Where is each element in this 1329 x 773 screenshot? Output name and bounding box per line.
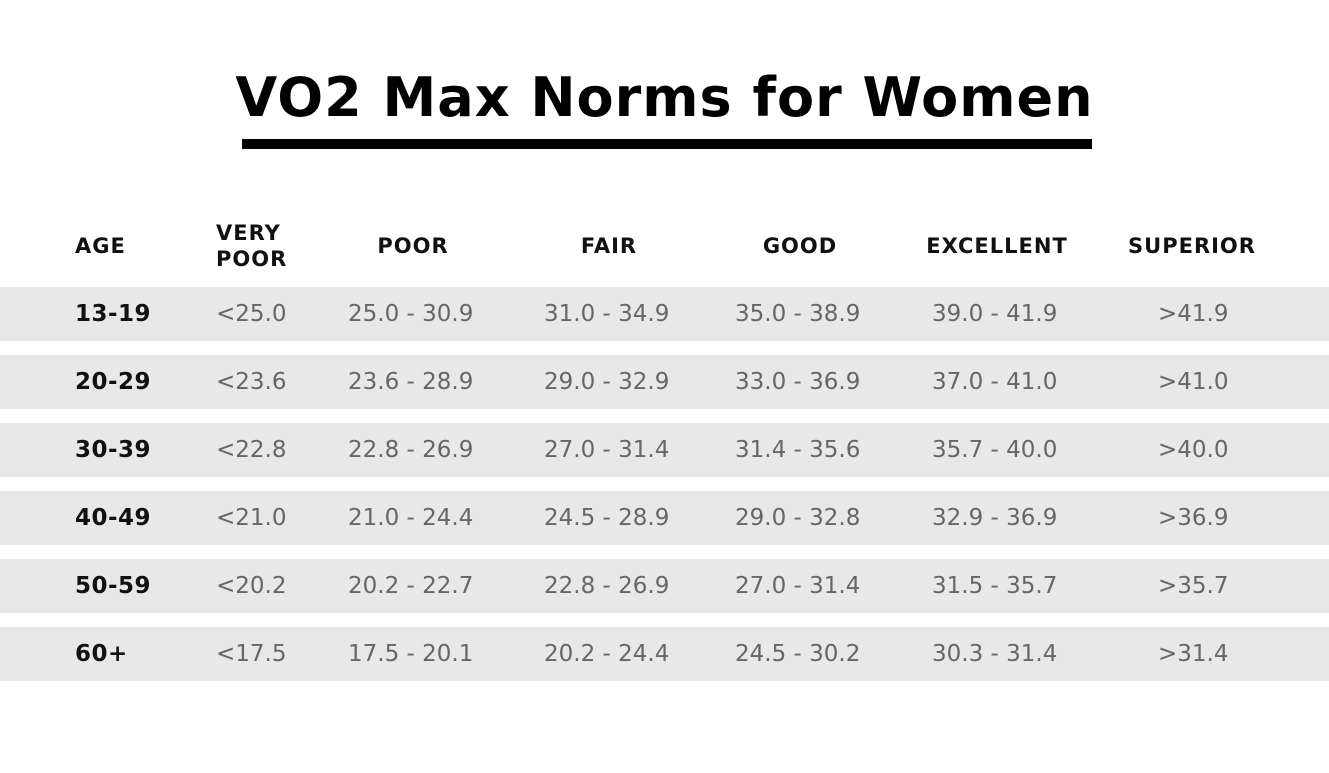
- cell-very-poor: <17.5: [216, 641, 287, 667]
- cell-age: 50-59: [75, 573, 152, 599]
- cell-fair: 24.5 - 28.9: [544, 505, 670, 531]
- cell-excellent: 31.5 - 35.7: [932, 573, 1058, 599]
- cell-very-poor: <21.0: [216, 505, 287, 531]
- title-underline: [242, 139, 1092, 149]
- table-row: 30-39 <22.8 22.8 - 26.9 27.0 - 31.4 31.4 - 3…: [0, 423, 1329, 477]
- cell-fair: 27.0 - 31.4: [544, 437, 670, 463]
- cell-poor: 25.0 - 30.9: [348, 301, 474, 327]
- cell-excellent: 39.0 - 41.9: [932, 301, 1058, 327]
- cell-poor: 22.8 - 26.9: [348, 437, 474, 463]
- cell-poor: 20.2 - 22.7: [348, 573, 474, 599]
- table-row: 20-29 <23.6 23.6 - 28.9 29.0 - 32.9 33.0 - 3…: [0, 355, 1329, 409]
- cell-age: 30-39: [75, 437, 152, 463]
- cell-superior: >31.4: [1158, 641, 1229, 667]
- cell-very-poor: <23.6: [216, 369, 287, 395]
- cell-very-poor: <20.2: [216, 573, 287, 599]
- cell-superior: >40.0: [1158, 437, 1229, 463]
- cell-good: 33.0 - 36.9: [735, 369, 861, 395]
- cell-fair: 20.2 - 24.4: [544, 641, 670, 667]
- table-row: 60+ <17.5 17.5 - 20.1 20.2 - 24.4 24.5 - 30.…: [0, 627, 1329, 681]
- cell-poor: 23.6 - 28.9: [348, 369, 474, 395]
- cell-good: 27.0 - 31.4: [735, 573, 861, 599]
- cell-good: 24.5 - 30.2: [735, 641, 861, 667]
- cell-age: 60+: [75, 641, 128, 667]
- header-age: AGE: [75, 234, 126, 258]
- header-superior: SUPERIOR: [1128, 234, 1256, 258]
- cell-excellent: 37.0 - 41.0: [932, 369, 1058, 395]
- cell-superior: >41.9: [1158, 301, 1229, 327]
- cell-excellent: 35.7 - 40.0: [932, 437, 1058, 463]
- cell-good: 35.0 - 38.9: [735, 301, 861, 327]
- cell-age: 20-29: [75, 369, 152, 395]
- cell-superior: >41.0: [1158, 369, 1229, 395]
- cell-fair: 29.0 - 32.9: [544, 369, 670, 395]
- header-poor: POOR: [377, 234, 449, 258]
- table-header-row: AGE VERY POOR POOR FAIR GOOD EXCELLENT S…: [0, 210, 1329, 282]
- cell-poor: 21.0 - 24.4: [348, 505, 474, 531]
- cell-superior: >36.9: [1158, 505, 1229, 531]
- header-good: GOOD: [762, 234, 838, 258]
- header-very-poor: VERY POOR: [216, 221, 288, 271]
- cell-superior: >35.7: [1158, 573, 1229, 599]
- cell-age: 40-49: [75, 505, 152, 531]
- cell-good: 31.4 - 35.6: [735, 437, 861, 463]
- page-title: VO2 Max Norms for Women: [235, 66, 1094, 129]
- header-fair: FAIR: [580, 234, 638, 258]
- table-row: 40-49 <21.0 21.0 - 24.4 24.5 - 28.9 29.0 - 3…: [0, 491, 1329, 545]
- table-row: 13-19 <25.0 25.0 - 30.9 31.0 - 34.9 35.0 - 3…: [0, 287, 1329, 341]
- cell-very-poor: <25.0: [216, 301, 287, 327]
- header-excellent: EXCELLENT: [926, 234, 1068, 258]
- cell-fair: 22.8 - 26.9: [544, 573, 670, 599]
- table-row: 50-59 <20.2 20.2 - 22.7 22.8 - 26.9 27.0 - 3…: [0, 559, 1329, 613]
- cell-very-poor: <22.8: [216, 437, 287, 463]
- cell-good: 29.0 - 32.8: [735, 505, 861, 531]
- cell-poor: 17.5 - 20.1: [348, 641, 474, 667]
- cell-excellent: 30.3 - 31.4: [932, 641, 1058, 667]
- cell-age: 13-19: [75, 301, 152, 327]
- cell-fair: 31.0 - 34.9: [544, 301, 670, 327]
- cell-excellent: 32.9 - 36.9: [932, 505, 1058, 531]
